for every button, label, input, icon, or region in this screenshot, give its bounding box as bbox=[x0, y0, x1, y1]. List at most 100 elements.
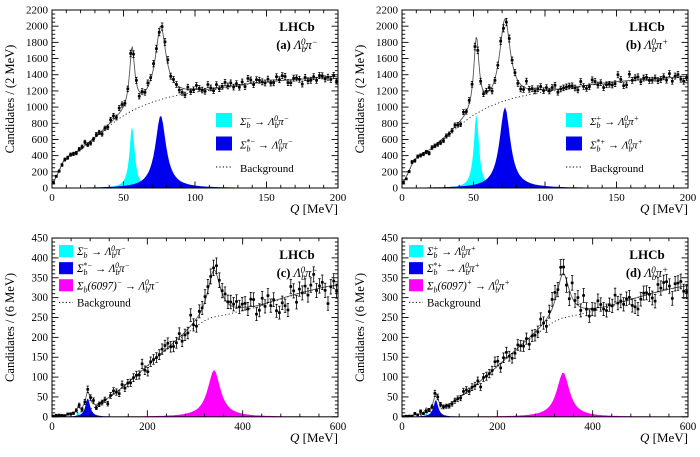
svg-text:1200: 1200 bbox=[26, 85, 49, 97]
signal-peak-fill bbox=[402, 400, 551, 417]
svg-text:0: 0 bbox=[43, 183, 49, 195]
y-axis-title: Candidates / (2 MeV) bbox=[353, 45, 367, 154]
legend: Σb− → Λb0π−​Σb*− → Λb0π−​Σb(6097)− → Λb0… bbox=[59, 244, 160, 309]
svg-text:100: 100 bbox=[32, 372, 49, 384]
legend-swatch bbox=[566, 136, 582, 151]
svg-text:200: 200 bbox=[330, 192, 347, 204]
plot-frame bbox=[401, 237, 689, 418]
tick-marks bbox=[401, 9, 689, 189]
legend-label: Σb(6097)− → Λb0π−​ bbox=[76, 278, 160, 294]
experiment-label: LHCb bbox=[629, 19, 664, 34]
legend-label: Background bbox=[240, 163, 294, 175]
legend-swatch bbox=[409, 245, 423, 258]
legend-swatch bbox=[409, 279, 423, 292]
svg-text:600: 600 bbox=[382, 134, 399, 146]
svg-text:0: 0 bbox=[399, 421, 405, 433]
svg-text:150: 150 bbox=[608, 192, 625, 204]
x-axis-tick-labels: 0 50 100 150 200 bbox=[399, 192, 697, 204]
legend-item: Background bbox=[216, 163, 294, 175]
svg-text:600: 600 bbox=[32, 134, 49, 146]
legend-label: Σb(6097)+ → Λb0π+​ bbox=[426, 278, 510, 294]
legend: Σb+ → Λb0π+​ Σb*+ → Λb0π+​ Background bbox=[566, 113, 644, 175]
svg-text:800: 800 bbox=[32, 118, 49, 130]
y-axis-tick-labels: 0 50 100 150 200 250 300 350 400 450 bbox=[382, 233, 399, 424]
signal-peak-fills bbox=[402, 373, 688, 417]
svg-text:200: 200 bbox=[680, 192, 697, 204]
svg-text:0: 0 bbox=[42, 411, 48, 423]
svg-text:1600: 1600 bbox=[376, 53, 399, 65]
y-axis-tick-labels: 0 50 100 150 200 250 300 350 400 450 bbox=[32, 233, 49, 424]
signal-peak-fills bbox=[52, 369, 338, 417]
svg-text:0: 0 bbox=[49, 192, 55, 204]
svg-text:0: 0 bbox=[399, 192, 405, 204]
legend-swatch bbox=[59, 262, 73, 275]
legend-label: Background bbox=[590, 163, 644, 175]
svg-text:200: 200 bbox=[489, 421, 506, 433]
legend-swatch bbox=[566, 113, 582, 127]
svg-text:200: 200 bbox=[382, 332, 399, 344]
legend-label: Background bbox=[77, 297, 131, 309]
y-axis-tick-labels: 0 200 400 600 800 1000 1200 1400 1600 1800 2000 220… bbox=[376, 5, 399, 195]
panel-label: (c) Λb0π−​ bbox=[277, 265, 318, 282]
data-points bbox=[52, 22, 338, 184]
signal-peak-fill bbox=[402, 373, 688, 417]
svg-text:200: 200 bbox=[32, 166, 49, 178]
svg-text:800: 800 bbox=[382, 118, 399, 130]
svg-text:1200: 1200 bbox=[376, 85, 399, 97]
svg-text:100: 100 bbox=[537, 192, 554, 204]
panel-a-plot: 0 50 100 150 2000200400600800100012001400160… bbox=[3, 5, 347, 217]
legend-item: Background bbox=[409, 297, 481, 309]
legend: Σb− → Λb0π−​ Σb*− → Λb0π−​ Background bbox=[216, 113, 294, 175]
svg-text:200: 200 bbox=[382, 166, 399, 178]
svg-text:1800: 1800 bbox=[26, 37, 49, 49]
legend-item: Σb+ → Λb0π+​ bbox=[409, 244, 476, 260]
data-points bbox=[402, 18, 688, 184]
svg-text:0: 0 bbox=[393, 183, 399, 195]
experiment-label: LHCb bbox=[629, 247, 664, 262]
legend-label: Σb*+ → Λb0π+​ bbox=[426, 261, 480, 277]
legend-swatch bbox=[409, 262, 423, 275]
legend-item: Σb*+ → Λb0π+​ bbox=[409, 261, 480, 277]
experiment-label: LHCb bbox=[279, 247, 314, 262]
svg-text:350: 350 bbox=[32, 272, 49, 284]
legend-item: Σb+ → Λb0π+​ bbox=[566, 113, 639, 130]
svg-text:450: 450 bbox=[32, 233, 49, 245]
signal-peak-fill bbox=[52, 398, 203, 417]
x-axis-tick-labels: 0 200 400 600 bbox=[49, 421, 346, 433]
signal-peak-fills bbox=[52, 116, 338, 188]
svg-text:200: 200 bbox=[139, 421, 156, 433]
legend-label: Σb*− → Λb0π−​ bbox=[76, 261, 130, 277]
svg-text:1800: 1800 bbox=[376, 37, 399, 49]
fit-curve bbox=[402, 273, 688, 417]
legend-item: Σb*+ → Λb0π+​ bbox=[566, 136, 643, 154]
svg-text:400: 400 bbox=[584, 421, 601, 433]
panel-c-plot: 0 200 400 600 0 50 100 150 200 250 300 350 400 450 Can… bbox=[3, 233, 347, 445]
svg-text:400: 400 bbox=[32, 150, 49, 162]
svg-text:0: 0 bbox=[392, 411, 398, 423]
svg-text:1400: 1400 bbox=[376, 69, 399, 81]
fit-curve bbox=[52, 269, 338, 417]
x-axis-title: Q [MeV] bbox=[640, 201, 688, 216]
svg-text:150: 150 bbox=[32, 352, 49, 364]
background-curve bbox=[402, 75, 687, 186]
legend-item: Σb− → Λb0π−​ bbox=[216, 113, 289, 130]
svg-text:1600: 1600 bbox=[26, 53, 49, 65]
svg-text:250: 250 bbox=[382, 312, 399, 324]
panel-b-plot: 0 50 100 150 2000200400600800100012001400160… bbox=[353, 5, 697, 217]
svg-text:450: 450 bbox=[382, 233, 399, 245]
legend-item: Σb− → Λb0π−​ bbox=[59, 244, 126, 260]
legend: Σb+ → Λb0π+​Σb*+ → Λb0π+​Σb(6097)+ → Λb0… bbox=[409, 244, 510, 309]
svg-text:400: 400 bbox=[382, 252, 399, 264]
data-points bbox=[402, 258, 688, 417]
panel-label: (d) Λb0π+​ bbox=[626, 265, 668, 282]
svg-text:100: 100 bbox=[382, 372, 399, 384]
svg-text:2000: 2000 bbox=[26, 21, 49, 33]
signal-peak-fill bbox=[52, 369, 338, 417]
y-axis-title: Candidates / (6 MeV) bbox=[3, 273, 17, 382]
svg-text:2200: 2200 bbox=[26, 5, 49, 17]
panel-label: (b) Λb0π+​ bbox=[626, 37, 668, 54]
x-axis-title: Q [MeV] bbox=[290, 201, 338, 216]
plot-frame bbox=[401, 9, 689, 189]
legend-item: Σb(6097)− → Λb0π−​ bbox=[59, 278, 160, 294]
